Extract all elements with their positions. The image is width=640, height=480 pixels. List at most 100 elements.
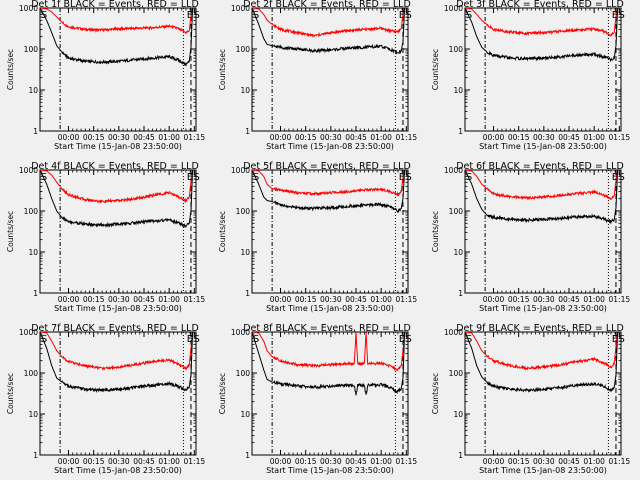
y-axis-label: Counts/sec	[431, 49, 440, 90]
x-tick-label: 01:00	[583, 295, 605, 304]
x-axis-label: Start Time (15-Jan-08 23:50:00)	[54, 304, 182, 313]
x-tick-label: 00:30	[533, 295, 555, 304]
y-tick-label: 100	[236, 369, 251, 378]
x-tick-label: 00:30	[320, 133, 342, 142]
panel-det-4: Det 4f BLACK = Events, RED = LLD 1 10 100 10…	[6, 161, 205, 313]
series-events-line	[40, 8, 196, 67]
x-tick-label: 00:00	[58, 295, 80, 304]
panel-title: Det 6f BLACK = Events, RED = LLD	[456, 161, 624, 172]
x-tick-label: 00:45	[558, 457, 580, 466]
x-tick-label: 01:15	[184, 457, 206, 466]
marker-E: E	[612, 10, 618, 21]
series-lld-line	[465, 332, 621, 371]
x-tick-label: 01:00	[158, 133, 180, 142]
plot-frame	[464, 169, 622, 294]
y-tick-label: 1	[458, 451, 463, 460]
x-tick-label: 01:00	[370, 133, 392, 142]
marker-S: S	[466, 172, 472, 183]
y-axis-label: Counts/sec	[218, 49, 227, 90]
marker-S: S	[253, 10, 259, 21]
marker-S: S	[466, 10, 472, 21]
marker-E: E	[399, 334, 405, 345]
x-tick-label: 01:00	[370, 295, 392, 304]
x-tick-label: 00:45	[558, 295, 580, 304]
marker-E: E	[399, 172, 405, 183]
series-events-line	[252, 8, 408, 55]
y-tick-label: 1000	[444, 4, 463, 13]
x-tick-label: 00:15	[295, 295, 317, 304]
marker-S: S	[253, 334, 259, 345]
marker-S: S	[193, 334, 199, 345]
x-tick-label: 00:30	[108, 133, 130, 142]
x-tick-label: 01:15	[609, 457, 631, 466]
y-tick-label: 10	[28, 86, 38, 95]
marker-E: E	[399, 10, 405, 21]
x-tick-label: 01:00	[158, 457, 180, 466]
panel-title: Det 8f BLACK = Events, RED = LLD	[243, 323, 411, 334]
x-tick-label: 00:00	[270, 457, 292, 466]
x-tick-label: 01:15	[609, 295, 631, 304]
panel-title: Det 4f BLACK = Events, RED = LLD	[31, 161, 199, 172]
y-tick-label: 1000	[444, 166, 463, 175]
x-tick-label: 00:45	[345, 457, 367, 466]
y-tick-label: 100	[24, 207, 39, 216]
y-tick-label: 100	[236, 207, 251, 216]
y-tick-label: 100	[24, 369, 39, 378]
x-axis-label: Start Time (15-Jan-08 23:50:00)	[479, 466, 607, 475]
marker-E: E	[612, 334, 618, 345]
panel-det-5: Det 5f BLACK = Events, RED = LLD 1 10 100 10…	[218, 161, 417, 313]
y-tick-label: 1000	[231, 328, 250, 337]
y-tick-label: 1	[458, 289, 463, 298]
y-tick-label: 10	[453, 248, 463, 257]
y-axis-label: Counts/sec	[218, 373, 227, 414]
plot-frame	[251, 331, 409, 456]
x-tick-label: 01:15	[184, 295, 206, 304]
series-events-line	[252, 170, 408, 213]
y-tick-label: 10	[240, 248, 250, 257]
x-tick-label: 00:45	[345, 295, 367, 304]
x-axis-label: Start Time (15-Jan-08 23:50:00)	[266, 304, 394, 313]
y-tick-label: 1	[33, 127, 38, 136]
series-events-line	[465, 8, 621, 63]
marker-E: E	[187, 10, 193, 21]
y-tick-label: 100	[449, 369, 464, 378]
marker-S: S	[41, 10, 47, 21]
x-tick-label: 00:00	[58, 133, 80, 142]
x-tick-label: 00:15	[508, 133, 530, 142]
x-tick-label: 00:00	[483, 133, 505, 142]
x-tick-label: 00:30	[108, 295, 130, 304]
y-tick-label: 1	[245, 127, 250, 136]
x-tick-label: 00:15	[508, 457, 530, 466]
y-tick-label: 100	[24, 45, 39, 54]
plot-frame	[464, 7, 622, 132]
x-axis-label: Start Time (15-Jan-08 23:50:00)	[54, 466, 182, 475]
x-axis-label: Start Time (15-Jan-08 23:50:00)	[479, 304, 607, 313]
marker-E: E	[612, 172, 618, 183]
panel-det-7: Det 7f BLACK = Events, RED = LLD 1 10 100 10…	[6, 323, 205, 475]
marker-S: S	[618, 10, 624, 21]
y-tick-label: 1000	[19, 328, 38, 337]
panel-title: Det 9f BLACK = Events, RED = LLD	[456, 323, 624, 334]
x-axis-label: Start Time (15-Jan-08 23:50:00)	[54, 142, 182, 151]
x-tick-label: 01:00	[370, 457, 392, 466]
x-axis-label: Start Time (15-Jan-08 23:50:00)	[479, 142, 607, 151]
x-tick-label: 00:45	[133, 295, 155, 304]
x-tick-label: 00:00	[58, 457, 80, 466]
marker-S: S	[253, 172, 259, 183]
y-axis-label: Counts/sec	[6, 49, 15, 90]
x-tick-label: 01:15	[609, 133, 631, 142]
marker-S: S	[405, 334, 411, 345]
x-tick-label: 00:00	[270, 295, 292, 304]
y-tick-label: 1	[245, 289, 250, 298]
x-tick-label: 00:00	[483, 295, 505, 304]
y-tick-label: 1000	[231, 4, 250, 13]
x-tick-label: 00:00	[270, 133, 292, 142]
y-tick-label: 10	[240, 86, 250, 95]
y-tick-label: 10	[453, 410, 463, 419]
series-lld-line	[40, 332, 196, 372]
series-events-line	[252, 332, 408, 396]
x-tick-label: 01:15	[396, 457, 418, 466]
x-tick-label: 00:15	[83, 457, 105, 466]
plot-frame	[39, 331, 197, 456]
